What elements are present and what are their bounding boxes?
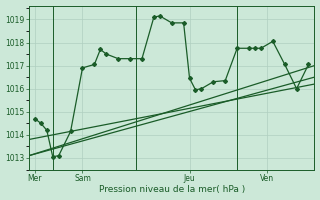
X-axis label: Pression niveau de la mer( hPa ): Pression niveau de la mer( hPa )	[99, 185, 245, 194]
